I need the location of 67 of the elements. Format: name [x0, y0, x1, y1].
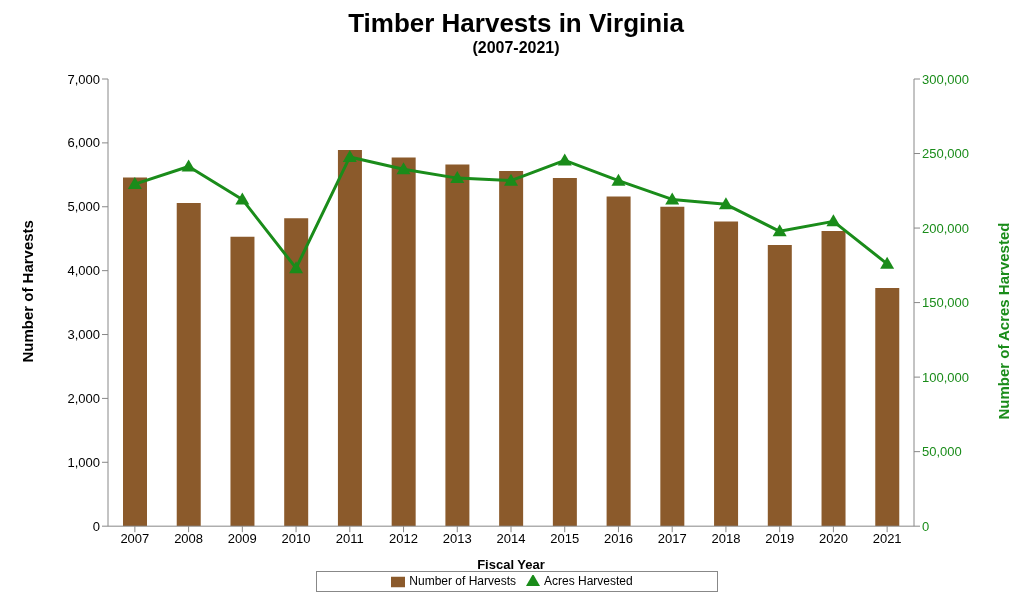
x-tick-label: 2020 — [818, 531, 848, 547]
y-tick-label: 5,000 — [67, 199, 100, 215]
y2-tick-label: 50,000 — [922, 444, 962, 460]
point — [611, 173, 626, 186]
chart-subtitle: (2007-2021) — [471, 39, 561, 57]
y-tick-label: 0 — [92, 518, 100, 534]
point — [826, 214, 841, 227]
y-tick-label: 1,000 — [67, 454, 100, 470]
point — [772, 224, 787, 237]
y-tick-label: 3,000 — [67, 327, 100, 343]
x-tick-label: 2014 — [496, 531, 526, 547]
bar — [499, 170, 524, 527]
x-axis-title: Fiscal Year — [477, 557, 545, 573]
y2-tick-label: 200,000 — [922, 220, 969, 236]
y-tick-label: 7,000 — [67, 71, 100, 87]
bar — [875, 287, 900, 527]
x-tick-label: 2007 — [120, 531, 150, 547]
y-axis-title: Number of Harvests — [19, 220, 37, 363]
point — [235, 192, 250, 205]
bar — [445, 164, 470, 527]
bar — [284, 218, 309, 527]
x-tick-label: 2019 — [765, 531, 795, 547]
y-tick-label: 2,000 — [67, 391, 100, 407]
point — [718, 197, 733, 210]
bar — [821, 231, 846, 527]
y-tick-label: 6,000 — [67, 135, 100, 151]
bar — [660, 206, 685, 527]
legend-label: Number of Harvests — [409, 574, 516, 589]
chart-title: Timber Harvests in Virginia — [347, 8, 685, 39]
point — [181, 159, 196, 172]
point — [557, 153, 572, 166]
y2-tick-label: 0 — [922, 518, 930, 534]
bar — [606, 196, 631, 527]
x-tick-label: 2012 — [389, 531, 418, 547]
bar — [552, 178, 577, 527]
point — [342, 149, 357, 162]
x-tick-label: 2011 — [335, 531, 364, 547]
point — [396, 162, 411, 175]
bar — [767, 245, 792, 527]
x-tick-label: 2015 — [550, 531, 580, 547]
x-tick-label: 2017 — [657, 531, 687, 547]
bar — [714, 221, 739, 527]
y2-tick-label: 100,000 — [922, 369, 969, 385]
point — [289, 261, 304, 274]
point — [504, 173, 518, 186]
y2-axis-title: Number of Acres Harvested — [995, 222, 1013, 420]
y2-tick-label: 300,000 — [922, 71, 969, 87]
y2-tick-label: 150,000 — [922, 295, 969, 311]
y-tick-label: 4,000 — [67, 263, 100, 279]
point — [450, 171, 465, 184]
x-tick-label: 2010 — [281, 531, 311, 547]
point — [880, 256, 895, 269]
x-tick-label: 2008 — [174, 531, 204, 547]
y2-tick-label: 250,000 — [922, 146, 969, 162]
bar — [123, 177, 147, 527]
bar — [337, 149, 362, 527]
x-tick-label: 2016 — [604, 531, 633, 547]
bar — [391, 157, 416, 527]
x-tick-label: 2018 — [711, 531, 741, 547]
x-tick-label: 2009 — [227, 531, 257, 547]
legend-label: Acres Harvested — [544, 574, 633, 589]
bar — [230, 236, 255, 527]
x-tick-label: 2013 — [442, 531, 472, 547]
point — [127, 177, 142, 190]
x-tick-label: 2021 — [872, 531, 902, 547]
point — [665, 192, 680, 205]
bar — [176, 202, 201, 527]
